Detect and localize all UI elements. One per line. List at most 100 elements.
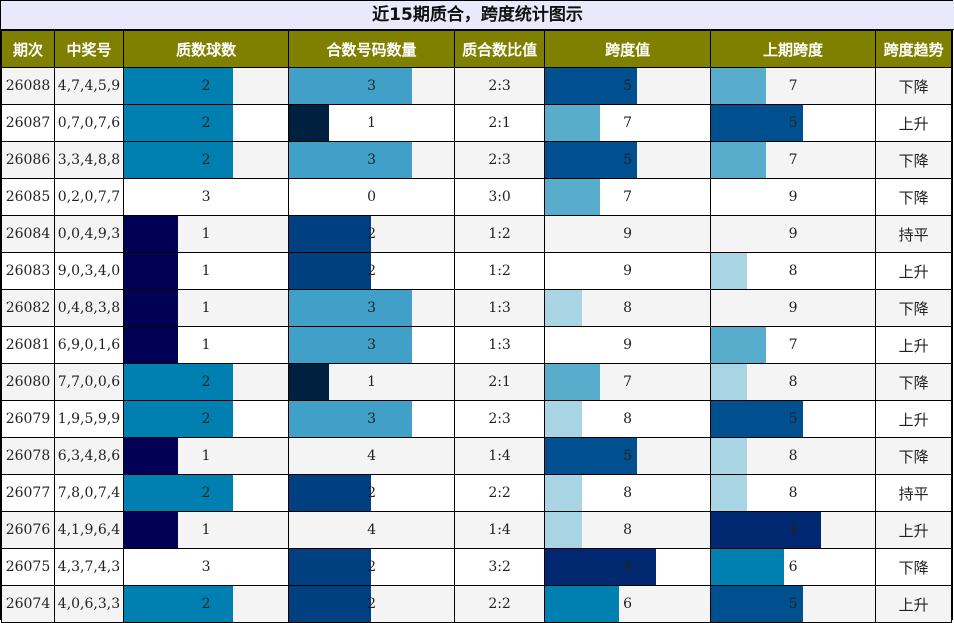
prev-span-cell: 7: [709, 326, 877, 364]
composite-bar: [289, 586, 372, 622]
trend-cell: 下降: [875, 289, 952, 327]
numbers-cell: 4,0,6,3,3: [53, 585, 124, 623]
prev-span-cell: 8: [709, 474, 877, 512]
trend-cell: 下降: [875, 548, 952, 586]
prime-cell-value: 1: [201, 337, 211, 353]
prime-cell: 1: [122, 326, 290, 364]
prev-span-cell-value: 5: [788, 596, 798, 612]
composite-bar: [289, 475, 372, 511]
prev-span-cell: 7: [709, 141, 877, 179]
numbers-cell: 0,0,4,9,3: [53, 215, 124, 253]
prev-span-cell: 4: [709, 511, 877, 549]
table-row: 26087 0,7,0,7,6 2 1 2:1 7 5 上升: [1, 104, 952, 142]
composite-bar: [289, 142, 413, 178]
issue-cell: 26079: [1, 400, 55, 438]
prime-cell: 3: [122, 548, 290, 586]
trend-cell: 持平: [875, 474, 952, 512]
header-span: 跨度值: [544, 30, 711, 68]
prev-span-cell: 6: [709, 548, 877, 586]
prime-bar: [124, 142, 233, 178]
prev-span-cell: 5: [709, 104, 877, 142]
prev-span-bar: [711, 68, 766, 104]
span-cell-value: 7: [623, 374, 633, 390]
prev-span-cell-value: 4: [788, 522, 798, 538]
span-bar: [545, 586, 619, 622]
composite-cell: 3: [288, 400, 455, 438]
prev-span-cell: 8: [709, 363, 877, 401]
issue-cell: 26083: [1, 252, 55, 290]
span-cell-value: 8: [623, 485, 633, 501]
trend-cell: 下降: [875, 437, 952, 475]
span-bar: [545, 142, 638, 178]
prev-span-bar: [711, 401, 803, 437]
prime-cell: 1: [122, 215, 290, 253]
issue-cell: 26086: [1, 141, 55, 179]
trend-cell: 上升: [875, 400, 952, 438]
numbers-cell: 0,2,0,7,7: [53, 178, 124, 216]
chart-title: 近15期质合，跨度统计图示: [1, 1, 954, 30]
prime-cell: 3: [122, 178, 290, 216]
table-row: 26085 0,2,0,7,7 3 0 3:0 7 9 下降: [1, 178, 952, 216]
issue-cell: 26075: [1, 548, 55, 586]
span-cell: 6: [544, 585, 711, 623]
span-cell-value: 5: [623, 78, 633, 94]
numbers-cell: 6,3,4,8,6: [53, 437, 124, 475]
prime-bar: [124, 253, 178, 289]
composite-cell: 2: [288, 474, 455, 512]
table-row: 26086 3,3,4,8,8 2 3 2:3 5 7 下降: [1, 141, 952, 179]
table-row: 26083 9,0,3,4,0 1 2 1:2 9 8 上升: [1, 252, 952, 290]
prime-cell: 1: [122, 437, 290, 475]
span-cell: 5: [544, 141, 711, 179]
prime-cell: 2: [122, 141, 290, 179]
issue-cell: 26077: [1, 474, 55, 512]
prev-span-cell: 5: [709, 400, 877, 438]
prime-cell: 1: [122, 289, 290, 327]
composite-cell: 3: [288, 326, 455, 364]
prime-cell: 2: [122, 585, 290, 623]
issue-cell: 26088: [1, 67, 55, 105]
ratio-cell: 1:2: [453, 215, 546, 253]
composite-cell: 1: [288, 104, 455, 142]
issue-cell: 26085: [1, 178, 55, 216]
numbers-cell: 3,3,4,8,8: [53, 141, 124, 179]
ratio-cell: 2:2: [453, 474, 546, 512]
composite-bar: [289, 327, 413, 363]
composite-bar: [289, 253, 372, 289]
composite-cell: 2: [288, 585, 455, 623]
prev-span-bar: [711, 364, 748, 400]
span-bar: [545, 364, 601, 400]
ratio-cell: 3:0: [453, 178, 546, 216]
span-cell-value: 7: [623, 115, 633, 131]
prev-span-cell: 8: [709, 252, 877, 290]
composite-cell: 2: [288, 548, 455, 586]
prime-cell-value: 1: [201, 263, 211, 279]
composite-cell-value: 1: [367, 374, 376, 390]
span-cell-value: 9: [623, 226, 633, 242]
prev-span-cell-value: 7: [788, 152, 798, 168]
span-cell: 8: [544, 400, 711, 438]
span-cell-value: 6: [623, 596, 633, 612]
prime-cell-value: 2: [201, 78, 211, 94]
prime-cell-value: 2: [201, 152, 211, 168]
span-cell-value: 8: [623, 300, 633, 316]
composite-cell-value: 1: [367, 115, 376, 131]
span-cell-value: 5: [623, 152, 633, 168]
span-bar: [545, 475, 582, 511]
span-cell: 5: [544, 437, 711, 475]
prime-bar: [124, 586, 233, 622]
trend-cell: 下降: [875, 67, 952, 105]
prev-span-cell: 7: [709, 67, 877, 105]
prime-cell-value: 2: [201, 374, 211, 390]
span-cell-value: 4: [623, 559, 633, 575]
ratio-cell: 2:1: [453, 363, 546, 401]
span-cell: 7: [544, 104, 711, 142]
header-issue: 期次: [1, 30, 55, 68]
prev-span-bar: [711, 475, 748, 511]
header-numbers: 中奖号: [53, 30, 124, 68]
prime-bar: [124, 68, 233, 104]
composite-cell: 4: [288, 437, 455, 475]
ratio-cell: 1:4: [453, 511, 546, 549]
numbers-cell: 9,0,3,4,0: [53, 252, 124, 290]
span-bar: [545, 438, 638, 474]
numbers-cell: 6,9,0,1,6: [53, 326, 124, 364]
